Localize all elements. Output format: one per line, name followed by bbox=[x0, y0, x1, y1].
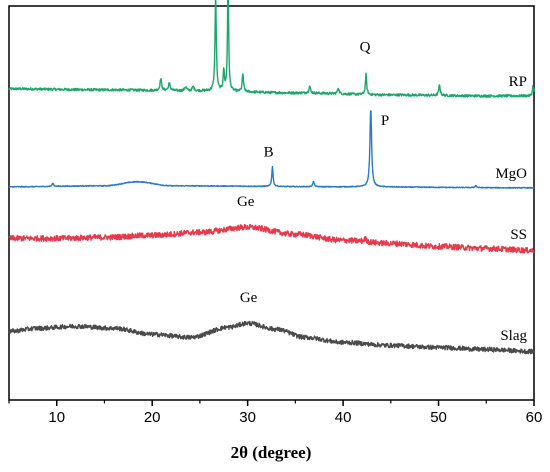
series-layer bbox=[8, 0, 535, 355]
series-line-rp bbox=[8, 0, 535, 98]
x-tick-label-40: 40 bbox=[335, 409, 352, 426]
peak-annotation-b: B bbox=[264, 145, 274, 161]
x-tick-label-60: 60 bbox=[526, 409, 543, 426]
x-tick-label-30: 30 bbox=[239, 409, 256, 426]
series-line-ss bbox=[8, 223, 535, 254]
series-line-mgo bbox=[8, 110, 535, 189]
x-tick-label-20: 20 bbox=[144, 409, 161, 426]
plot-frame bbox=[8, 5, 535, 401]
peak-annotation-ge: Ge bbox=[237, 194, 255, 210]
series-label-slag: Slag bbox=[500, 328, 527, 344]
x-tick-label-50: 50 bbox=[430, 409, 447, 426]
series-label-rp: RP bbox=[509, 74, 527, 90]
label-layer: RPQQQMgOBPSSGeSlagGe bbox=[237, 39, 528, 344]
series-label-ss: SS bbox=[510, 227, 527, 243]
series-line-slag bbox=[8, 320, 535, 355]
series-label-mgo: MgO bbox=[495, 166, 527, 182]
peak-annotation-q: Q bbox=[360, 39, 371, 55]
peak-annotation-p: P bbox=[381, 113, 389, 129]
x-axis-ticks: 10 20 30 40 50 60 bbox=[8, 400, 543, 426]
x-tick-label-10: 10 bbox=[48, 409, 65, 426]
x-axis-title: 2θ (degree) bbox=[231, 443, 312, 462]
peak-annotation-ge: Ge bbox=[240, 290, 258, 306]
